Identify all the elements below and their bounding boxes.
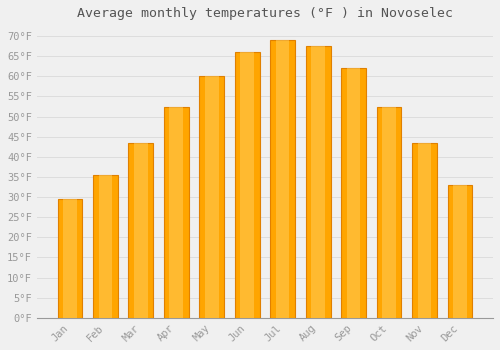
Bar: [63, 199, 77, 318]
Bar: [128, 143, 154, 318]
Bar: [170, 106, 183, 318]
Bar: [276, 40, 289, 318]
Bar: [93, 175, 118, 318]
Bar: [306, 46, 330, 318]
Bar: [164, 106, 188, 318]
Bar: [312, 46, 325, 318]
Bar: [270, 40, 295, 318]
Bar: [418, 143, 432, 318]
Title: Average monthly temperatures (°F ) in Novoselec: Average monthly temperatures (°F ) in No…: [77, 7, 453, 20]
Bar: [341, 68, 366, 318]
Bar: [453, 185, 466, 318]
Bar: [376, 106, 402, 318]
Bar: [58, 199, 82, 318]
Bar: [412, 143, 437, 318]
Bar: [205, 76, 218, 318]
Bar: [448, 185, 472, 318]
Bar: [200, 76, 224, 318]
Bar: [98, 175, 112, 318]
Bar: [346, 68, 360, 318]
Bar: [134, 143, 147, 318]
Bar: [382, 106, 396, 318]
Bar: [235, 52, 260, 318]
Bar: [240, 52, 254, 318]
